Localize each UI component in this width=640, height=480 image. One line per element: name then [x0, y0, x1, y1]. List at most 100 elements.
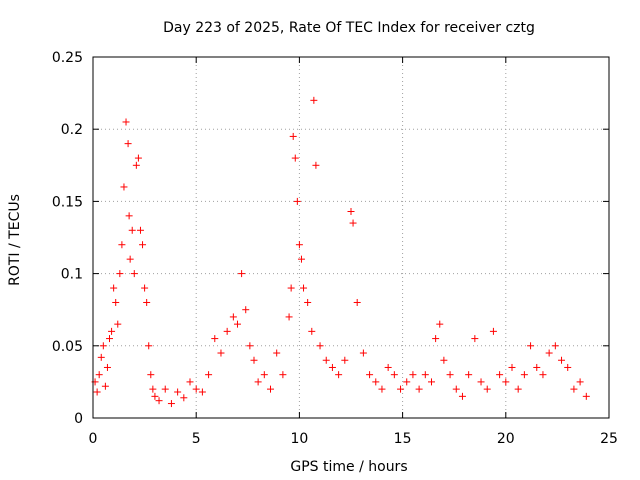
- data-point: [300, 284, 308, 292]
- data-point: [285, 313, 293, 321]
- data-point: [353, 298, 361, 306]
- data-point: [223, 327, 231, 335]
- data-point: [582, 392, 590, 400]
- data-point: [260, 371, 268, 379]
- data-point: [341, 356, 349, 364]
- data-point: [238, 270, 246, 278]
- x-tick-label: 5: [192, 431, 201, 447]
- y-tick-label: 0: [74, 411, 83, 427]
- data-point: [250, 356, 258, 364]
- data-point: [116, 270, 124, 278]
- data-point: [246, 342, 254, 350]
- data-point: [134, 154, 142, 162]
- data-point: [545, 349, 553, 357]
- data-point: [415, 385, 423, 393]
- data-point: [564, 363, 572, 371]
- data-point: [465, 371, 473, 379]
- data-point: [349, 219, 357, 227]
- data-point: [132, 161, 140, 169]
- data-point: [267, 385, 275, 393]
- data-point: [112, 298, 120, 306]
- data-point: [397, 385, 405, 393]
- data-point: [502, 378, 510, 386]
- data-point: [576, 378, 584, 386]
- data-point: [122, 118, 130, 126]
- data-point: [409, 371, 417, 379]
- data-point: [533, 363, 541, 371]
- data-point: [141, 284, 149, 292]
- y-tick-label: 0.25: [52, 50, 83, 66]
- data-point: [126, 255, 134, 263]
- data-point: [99, 342, 107, 350]
- data-point: [114, 320, 122, 328]
- y-tick-label: 0.05: [52, 339, 83, 355]
- data-point: [242, 306, 250, 314]
- data-point: [328, 363, 336, 371]
- chart-title: Day 223 of 2025, Rate Of TEC Index for r…: [163, 20, 535, 36]
- data-point: [312, 161, 320, 169]
- data-point: [527, 342, 535, 350]
- data-point: [145, 342, 153, 350]
- data-point: [254, 378, 262, 386]
- data-point: [124, 140, 132, 148]
- data-point: [155, 397, 163, 405]
- data-point: [205, 371, 213, 379]
- data-point: [427, 378, 435, 386]
- data-point: [366, 371, 374, 379]
- x-tick-label: 15: [394, 431, 412, 447]
- data-point: [347, 208, 355, 216]
- y-tick-label: 0.2: [61, 122, 83, 138]
- data-point: [130, 270, 138, 278]
- data-point: [432, 335, 440, 343]
- data-point: [403, 378, 411, 386]
- data-point: [551, 342, 559, 350]
- data-point: [93, 388, 101, 396]
- data-point: [136, 226, 144, 234]
- data-point: [128, 226, 136, 234]
- data-point: [106, 335, 114, 343]
- data-point: [147, 371, 155, 379]
- data-point: [293, 197, 301, 205]
- data-point: [496, 371, 504, 379]
- data-point: [167, 400, 175, 408]
- data-point: [483, 385, 491, 393]
- data-points: [91, 96, 590, 408]
- data-point: [229, 313, 237, 321]
- data-point: [295, 241, 303, 249]
- data-point: [384, 363, 392, 371]
- x-axis-label: GPS time / hours: [290, 459, 407, 475]
- data-point: [539, 371, 547, 379]
- data-point: [103, 363, 111, 371]
- data-point: [372, 378, 380, 386]
- data-point: [304, 298, 312, 306]
- data-point: [97, 353, 105, 361]
- x-tick-label: 10: [290, 431, 308, 447]
- data-point: [390, 371, 398, 379]
- data-point: [149, 385, 157, 393]
- data-point: [161, 385, 169, 393]
- data-point: [308, 327, 316, 335]
- data-point: [174, 388, 182, 396]
- data-point: [120, 183, 128, 191]
- x-axis-ticks: 0 5 10 15 20 25: [89, 57, 618, 447]
- data-point: [477, 378, 485, 386]
- data-point: [489, 327, 497, 335]
- data-point: [322, 356, 330, 364]
- data-point: [458, 392, 466, 400]
- data-point: [508, 363, 516, 371]
- data-point: [520, 371, 528, 379]
- x-tick-label: 0: [89, 431, 98, 447]
- data-point: [436, 320, 444, 328]
- data-point: [446, 371, 454, 379]
- data-point: [101, 382, 109, 390]
- data-point: [359, 349, 367, 357]
- data-point: [335, 371, 343, 379]
- data-point: [211, 335, 219, 343]
- data-point: [421, 371, 429, 379]
- y-axis-label: ROTI / TECUs: [7, 194, 23, 286]
- data-point: [118, 241, 126, 249]
- plot-frame: [92, 56, 610, 419]
- data-point: [440, 356, 448, 364]
- grid-lines: [93, 57, 609, 418]
